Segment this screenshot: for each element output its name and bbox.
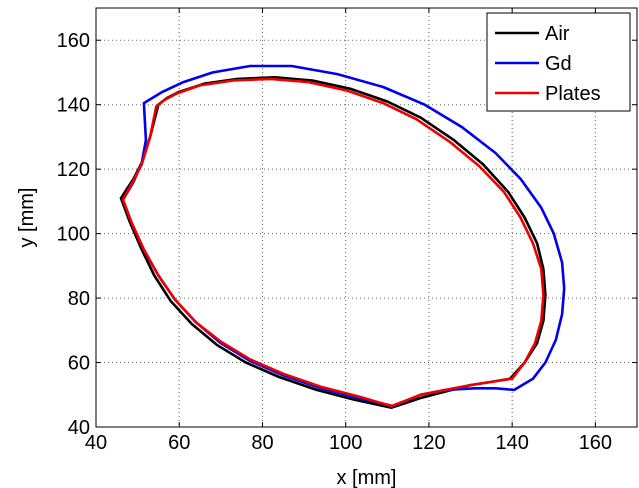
x-tick-label: 80	[251, 432, 273, 454]
x-tick-labels: 40 60 80 100 120 140 160	[85, 432, 612, 454]
legend-label-gd: Gd	[545, 53, 572, 75]
legend: Air Gd Plates	[486, 12, 631, 112]
x-tick-label: 40	[85, 432, 107, 454]
x-axis-label: x [mm]	[337, 467, 397, 488]
legend-label-plates: Plates	[545, 83, 601, 105]
x-tick-label: 100	[329, 432, 362, 454]
plot-frame	[95, 7, 638, 428]
series-line-gd	[121, 64, 566, 408]
y-tick-labels: 40 60 80 100 120 140 160	[57, 30, 90, 439]
y-tick-label: 120	[57, 159, 90, 181]
legend-entries: Air Gd Plates	[495, 23, 601, 105]
series-line-plates	[121, 77, 545, 408]
y-tick-label: 100	[57, 224, 90, 246]
x-tick-label: 160	[579, 432, 612, 454]
y-tick-label: 60	[68, 353, 90, 375]
y-tick-label: 140	[57, 95, 90, 117]
y-tick-label: 40	[68, 417, 90, 439]
x-tick-label: 140	[495, 432, 528, 454]
y-axis-label: y [mm]	[16, 188, 38, 248]
y-tick-label: 160	[57, 30, 90, 52]
series-layer	[119, 64, 566, 410]
tick-marks	[95, 8, 637, 428]
x-tick-label: 60	[168, 432, 190, 454]
legend-label-air: Air	[545, 23, 570, 45]
y-tick-label: 80	[68, 288, 90, 310]
x-tick-label: 120	[412, 432, 445, 454]
